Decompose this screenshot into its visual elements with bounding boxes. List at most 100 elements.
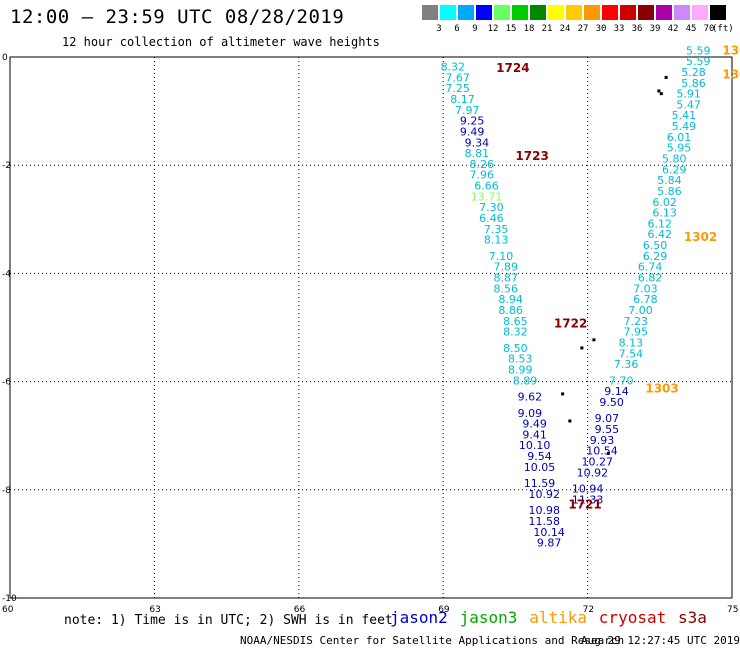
wave-height-value: 6.29	[662, 163, 687, 176]
wave-height-value: 6.50	[643, 239, 668, 252]
legend-swatch	[440, 5, 456, 20]
wave-height-value: 6.78	[633, 293, 658, 306]
wave-height-value: 7.25	[445, 82, 470, 95]
pass-time-label: 1302	[684, 230, 717, 244]
wave-height-value: 10.98	[529, 504, 561, 517]
legend-swatch	[530, 5, 546, 20]
wave-height-value: 8.32	[503, 326, 528, 339]
wave-height-value: 7.89	[494, 261, 519, 274]
legend-label: 27	[577, 24, 589, 34]
satellite-jason3: jason3	[459, 608, 518, 627]
wave-height-value: 9.87	[537, 537, 562, 550]
wave-height-value: 8.26	[469, 158, 494, 171]
wave-height-value: 5.80	[662, 152, 687, 165]
legend-swatch	[656, 5, 672, 20]
footer-credit: NOAA/NESDIS Center for Satellite Applica…	[240, 634, 625, 647]
legend-label: 36	[631, 24, 643, 34]
pass-time-label: 1303	[645, 381, 678, 395]
wave-height-value: 9.07	[595, 412, 620, 425]
wave-height-value: 5.28	[681, 66, 706, 79]
wave-height-value: 7.36	[614, 358, 639, 371]
wave-height-value: 6.74	[638, 261, 663, 274]
wave-height-value: 6.66	[474, 180, 499, 193]
wave-height-value: 8.65	[503, 315, 528, 328]
wave-height-value: 9.49	[522, 418, 547, 431]
satellite-s3a: s3a	[678, 608, 707, 627]
legend-swatch	[512, 5, 528, 20]
wave-height-value: 8.32	[441, 61, 466, 74]
wave-height-value: 5.86	[681, 77, 706, 90]
wave-height-value: 5.49	[672, 120, 697, 133]
lon-tick-label: 75	[727, 605, 738, 615]
pass-time-label: 130	[722, 68, 740, 82]
legend-swatch	[602, 5, 618, 20]
island-mark	[659, 92, 663, 96]
wave-height-value: 7.54	[619, 347, 644, 360]
wave-height-value: 7.03	[633, 282, 658, 295]
lat-tick-label: -2	[2, 161, 11, 171]
island-mark	[592, 338, 596, 342]
legend-label: 33	[613, 24, 625, 34]
legend-swatch	[458, 5, 474, 20]
wave-height-value: 7.35	[484, 223, 509, 236]
island-mark	[657, 89, 661, 93]
island-mark	[606, 451, 610, 455]
legend-swatch	[620, 5, 636, 20]
wave-height-value: 5.41	[672, 109, 697, 122]
wave-height-value: 10.54	[586, 445, 618, 458]
wave-height-value: 10.05	[524, 461, 556, 474]
legend-label: 45	[685, 24, 697, 34]
legend-label: 12	[487, 24, 499, 34]
legend-label: 24	[559, 24, 571, 34]
legend-swatch	[548, 5, 564, 20]
wave-height-value: 5.91	[676, 88, 701, 101]
legend-swatch	[476, 5, 492, 20]
island-mark	[561, 392, 565, 396]
wave-height-value: 7.23	[623, 315, 648, 328]
lon-tick-label: 72	[583, 605, 594, 615]
wave-height-value: 5.86	[657, 185, 682, 198]
lon-tick-label: 60	[2, 605, 14, 615]
wave-height-value: 9.34	[465, 136, 490, 149]
wave-height-value: 7.70	[609, 374, 634, 387]
pass-time-label: 130	[722, 43, 740, 57]
wave-height-value: 6.29	[643, 250, 668, 263]
legend-label: 3	[436, 24, 442, 34]
wave-height-value: 7.95	[623, 326, 648, 339]
legend-unit: (ft)	[712, 24, 734, 34]
wave-height-value: 8.87	[494, 272, 519, 285]
satellite-jason2: jason2	[390, 608, 448, 627]
wave-height-value: 9.62	[518, 391, 543, 404]
legend-label: 9	[472, 24, 478, 34]
island-mark	[664, 75, 668, 79]
wave-height-value: 11.59	[524, 477, 556, 490]
wave-height-value: 9.54	[527, 450, 552, 463]
legend-label: 6	[454, 24, 460, 34]
wave-height-value: 13.71	[471, 190, 503, 203]
pass-time-label: 1722	[554, 317, 587, 331]
wave-height-value: 11.58	[529, 515, 561, 528]
lat-tick-label: -8	[2, 486, 11, 496]
wave-height-value: 8.86	[498, 304, 523, 317]
wave-height-value: 10.14	[533, 526, 565, 539]
wave-height-value: 5.95	[667, 142, 692, 155]
pass-time-label: 1723	[515, 149, 548, 163]
legend-label: 39	[649, 24, 661, 34]
wave-height-value: 9.93	[590, 434, 615, 447]
wave-height-value: 10.92	[577, 466, 609, 479]
wave-height-value: 6.82	[638, 272, 663, 285]
legend-swatch	[584, 5, 600, 20]
wave-height-value: 5.84	[657, 174, 682, 187]
lon-tick-label: 69	[438, 605, 450, 615]
lon-tick-label: 66	[294, 605, 306, 615]
wave-height-value: 5.59	[686, 44, 711, 57]
wave-height-value: 8.81	[465, 147, 490, 160]
legend-label: 18	[523, 24, 535, 34]
pass-time-label: 1721	[568, 498, 601, 512]
island-mark	[568, 419, 572, 423]
wave-height-value: 10.94	[572, 483, 604, 496]
wave-height-value: 6.46	[479, 212, 504, 225]
lat-tick-label: -4	[2, 269, 11, 279]
wave-height-value: 8.17	[450, 93, 475, 106]
